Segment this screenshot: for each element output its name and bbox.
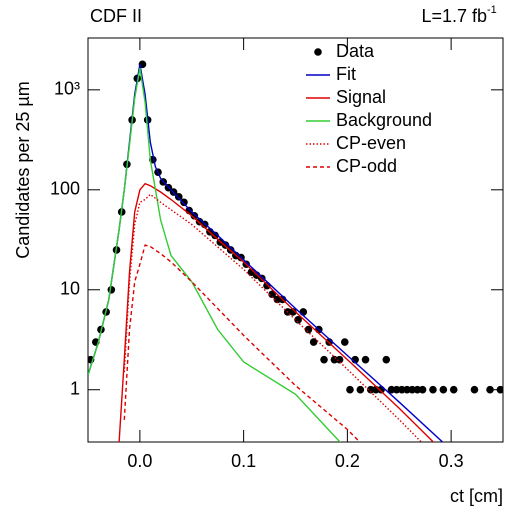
legend-marker (314, 48, 322, 56)
curve (123, 193, 423, 442)
data-point (320, 355, 328, 364)
curve (118, 182, 435, 442)
data-point (309, 338, 318, 346)
y-tick-label: 10³ (54, 79, 80, 99)
data-point (470, 385, 479, 394)
y-tick-label: 10 (60, 279, 80, 299)
x-tick-label: 0.2 (335, 451, 360, 471)
curve (88, 64, 444, 442)
data-point (107, 285, 116, 294)
data-point (335, 355, 344, 364)
data-point (268, 290, 276, 299)
x-tick-label: 0.0 (127, 451, 152, 471)
data-point (211, 231, 219, 240)
data-point (439, 385, 448, 394)
data-point (190, 211, 199, 220)
annotation-left: CDF II (90, 6, 142, 26)
data-point (356, 385, 365, 394)
legend-label: Fit (336, 64, 356, 84)
data-point (418, 385, 427, 394)
data-point (486, 385, 494, 394)
y-axis-label: Candidates per 25 µm (13, 81, 33, 258)
curve (123, 244, 361, 442)
legend-label: CP-odd (336, 156, 397, 176)
data-point (304, 325, 313, 334)
x-tick-label: 0.3 (439, 451, 464, 471)
data-point (289, 308, 297, 316)
data-point (361, 355, 370, 364)
data-point (340, 338, 349, 346)
x-axis-label: ct [cm] (450, 486, 503, 506)
annotation-right: L=1.7 fb (421, 6, 487, 26)
legend-label: Data (336, 41, 375, 61)
legend-label: CP-even (336, 133, 406, 153)
y-tick-label: 1 (70, 378, 80, 398)
data-point (294, 316, 302, 324)
data-point (382, 355, 391, 364)
annotation-right-sup: -1 (487, 4, 497, 16)
legend-label: Background (336, 110, 432, 130)
data-point (180, 198, 188, 207)
y-tick-label: 100 (50, 179, 80, 199)
legend-label: Signal (336, 87, 386, 107)
x-tick-label: 0.1 (231, 451, 256, 471)
data-point (429, 385, 437, 394)
data-point (174, 193, 183, 201)
data-point (346, 385, 354, 394)
data-point (449, 385, 458, 394)
data-point (263, 281, 271, 290)
curve (88, 67, 341, 442)
data-point (299, 308, 308, 316)
plot-frame (87, 37, 504, 443)
plot-area (88, 60, 503, 442)
